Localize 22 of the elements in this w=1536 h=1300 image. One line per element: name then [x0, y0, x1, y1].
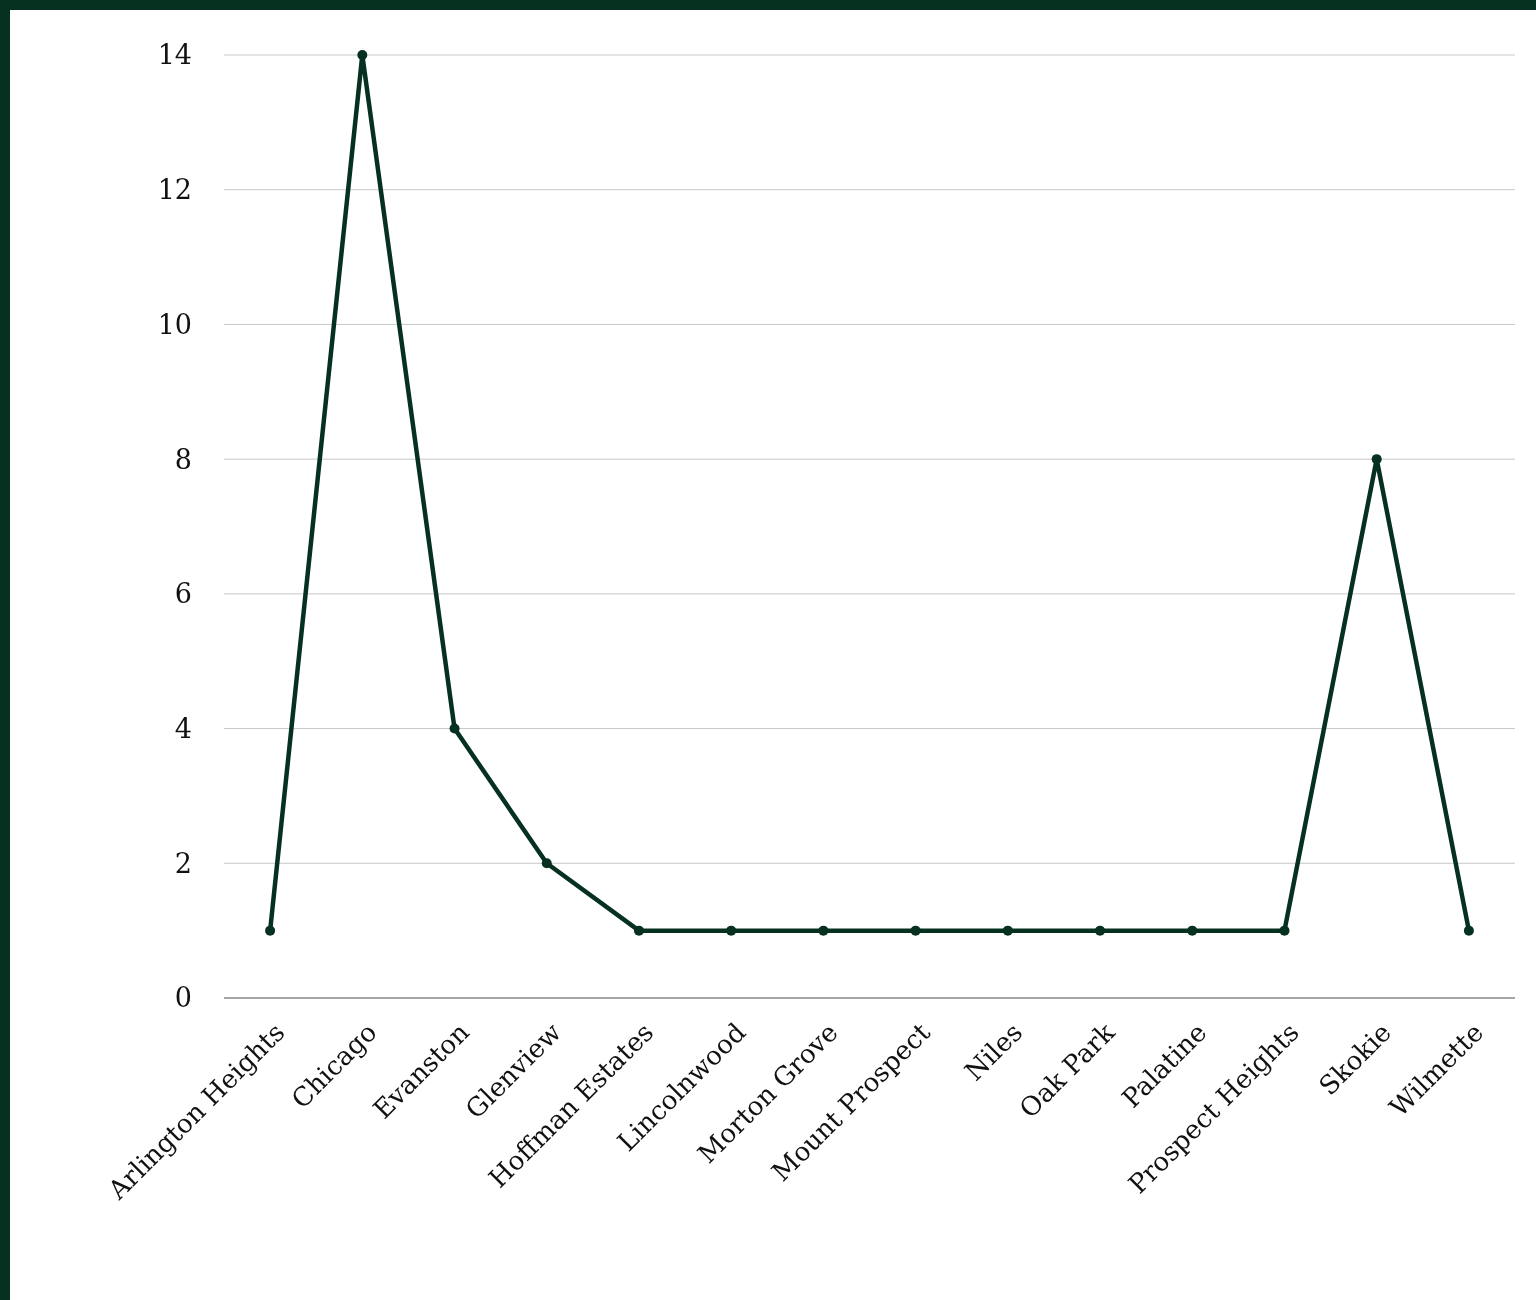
- y-tick-label: 8: [174, 443, 192, 475]
- y-tick-label: 6: [174, 578, 192, 610]
- y-tick-label: 14: [157, 39, 192, 71]
- y-tick-label: 0: [174, 982, 192, 1014]
- point: [541, 858, 552, 869]
- y-tick-label: 12: [157, 174, 192, 206]
- point: [818, 925, 829, 936]
- point: [265, 925, 276, 936]
- y-tick-label: 4: [174, 713, 192, 745]
- point: [1463, 925, 1474, 936]
- point: [1371, 454, 1382, 465]
- point: [449, 723, 460, 734]
- point: [1002, 925, 1013, 936]
- y-tick-label: 10: [157, 308, 192, 340]
- point: [357, 50, 368, 60]
- point: [1279, 925, 1290, 936]
- point: [1095, 925, 1106, 936]
- point: [633, 925, 644, 936]
- point: [726, 925, 737, 936]
- point: [1187, 925, 1198, 936]
- y-tick-label: 2: [174, 847, 192, 879]
- point: [910, 925, 921, 936]
